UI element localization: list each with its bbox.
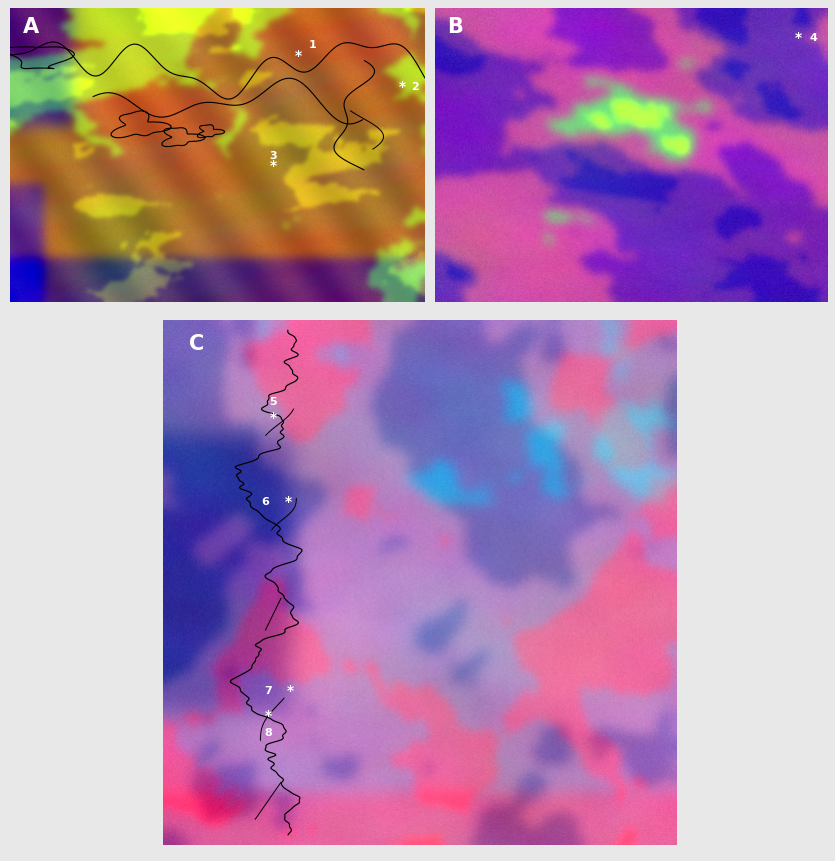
Text: 7: 7 (264, 685, 272, 696)
Text: 6: 6 (261, 497, 270, 506)
Text: 2: 2 (411, 82, 418, 91)
Text: *: * (270, 411, 276, 424)
Text: 3: 3 (270, 151, 277, 161)
Text: 1: 1 (309, 40, 316, 51)
Text: *: * (265, 709, 271, 722)
Text: *: * (285, 494, 292, 509)
Text: 4: 4 (810, 33, 817, 43)
Text: A: A (23, 17, 38, 37)
Text: *: * (286, 684, 294, 697)
Text: *: * (794, 31, 802, 45)
Text: *: * (295, 49, 302, 63)
Text: *: * (398, 80, 406, 94)
Text: C: C (189, 333, 204, 353)
Text: 8: 8 (264, 728, 272, 738)
Text: B: B (447, 17, 463, 37)
Text: 5: 5 (270, 397, 277, 406)
Text: *: * (270, 159, 277, 173)
